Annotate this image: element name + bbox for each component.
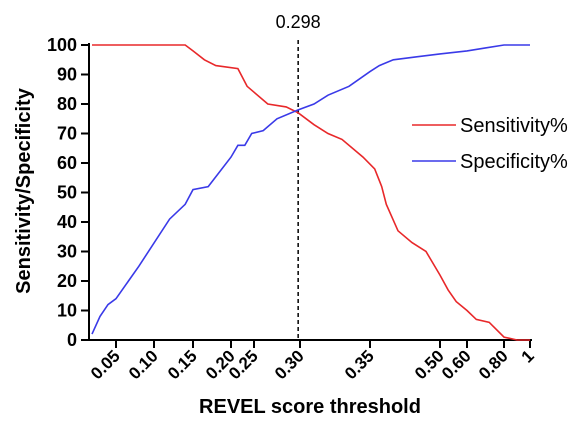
y-tick-label: 10: [57, 301, 77, 321]
legend: Sensitivity% Specificity%: [412, 115, 568, 173]
x-axis: 0.05 0.10 0.15 0.200.25 0.30 0.35 0.500.60 0.80…: [87, 339, 538, 383]
y-axis-title: Sensitivity/Specificity: [13, 87, 35, 294]
y-tick-label: 20: [57, 271, 77, 291]
legend-label: Specificity%: [460, 151, 568, 173]
x-tick-label: 0.60: [438, 346, 475, 383]
x-tick-label: 1: [518, 346, 538, 366]
x-tick-label: 0.15: [164, 346, 201, 383]
plot-area: 0.298: [91, 12, 530, 341]
x-tick-label: 0.05: [87, 346, 124, 383]
y-tick-label: 100: [47, 35, 77, 55]
y-tick-label: 50: [57, 183, 77, 203]
x-tick-label: 0.35: [341, 346, 378, 383]
y-tick-label: 0: [67, 330, 77, 350]
x-axis-title: REVEL score threshold: [199, 396, 421, 418]
series-line-specificity: [91, 44, 530, 335]
y-tick-label: 70: [57, 124, 77, 144]
y-tick-label: 60: [57, 153, 77, 173]
y-axis: 0 10 20 30 40 50 60 70 80 90 100: [47, 35, 90, 350]
threshold-label: 0.298: [276, 12, 321, 32]
legend-label: Sensitivity%: [460, 115, 568, 137]
y-tick-label: 30: [57, 242, 77, 262]
x-tick-label: 0.10: [125, 346, 162, 383]
x-tick-label: 0.80: [475, 346, 512, 383]
series-line-sensitivity: [92, 44, 530, 341]
x-tick-label: 0.30: [271, 346, 308, 383]
y-tick-label: 40: [57, 212, 77, 232]
y-tick-label: 80: [57, 94, 77, 114]
y-tick-label: 90: [57, 65, 77, 85]
